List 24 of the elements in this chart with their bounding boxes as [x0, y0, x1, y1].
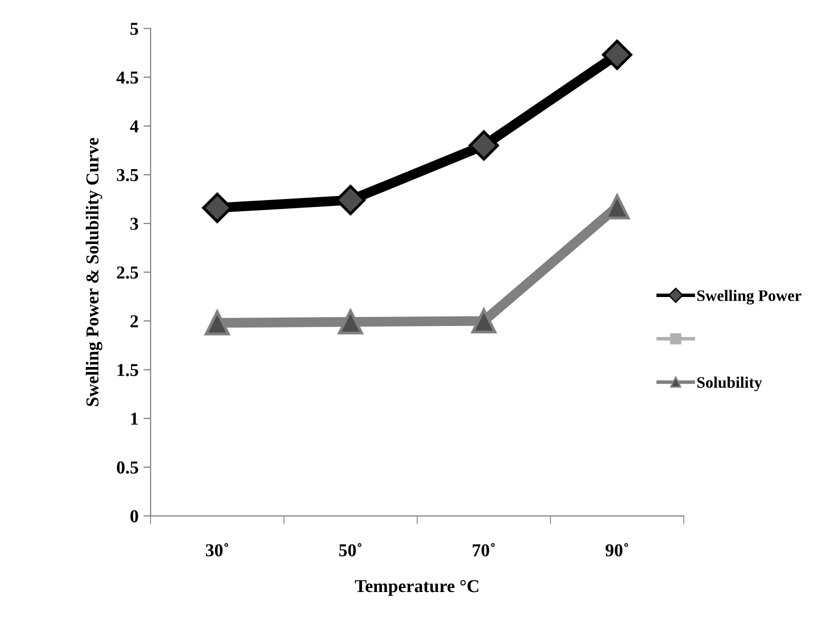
point — [468, 130, 499, 161]
x-tick-label: 70˚ — [472, 543, 495, 556]
y-tick-label: 1 — [131, 412, 138, 425]
legend-label: Swelling Power — [697, 290, 802, 304]
x-tick-label: 90˚ — [606, 543, 628, 556]
y-tick-label: 3.5 — [116, 169, 138, 182]
y-tick-label: 4 — [130, 120, 138, 132]
y-tick-label: 2.5 — [116, 266, 138, 279]
point — [602, 40, 632, 70]
point — [338, 309, 364, 334]
y-tick-label: 0 — [130, 510, 138, 522]
legend-label: Solubility — [697, 376, 762, 392]
y-tick-label: 4.5 — [116, 72, 138, 84]
x-tick-label: 50˚ — [339, 543, 362, 556]
y-tick-label: 2 — [130, 315, 138, 328]
x-tick-label: 30˚ — [206, 543, 228, 556]
y-tick-label: 5 — [130, 22, 138, 35]
y-tick-label: 1.5 — [118, 364, 138, 376]
y-tick-label: 3 — [130, 218, 138, 230]
point — [471, 308, 496, 334]
y-axis-title: Swelling Power & Solubility Curve — [86, 138, 102, 406]
point — [204, 310, 230, 336]
y-tick-label: 0.5 — [116, 461, 138, 474]
x-axis-title: Temperature °C — [354, 580, 478, 596]
